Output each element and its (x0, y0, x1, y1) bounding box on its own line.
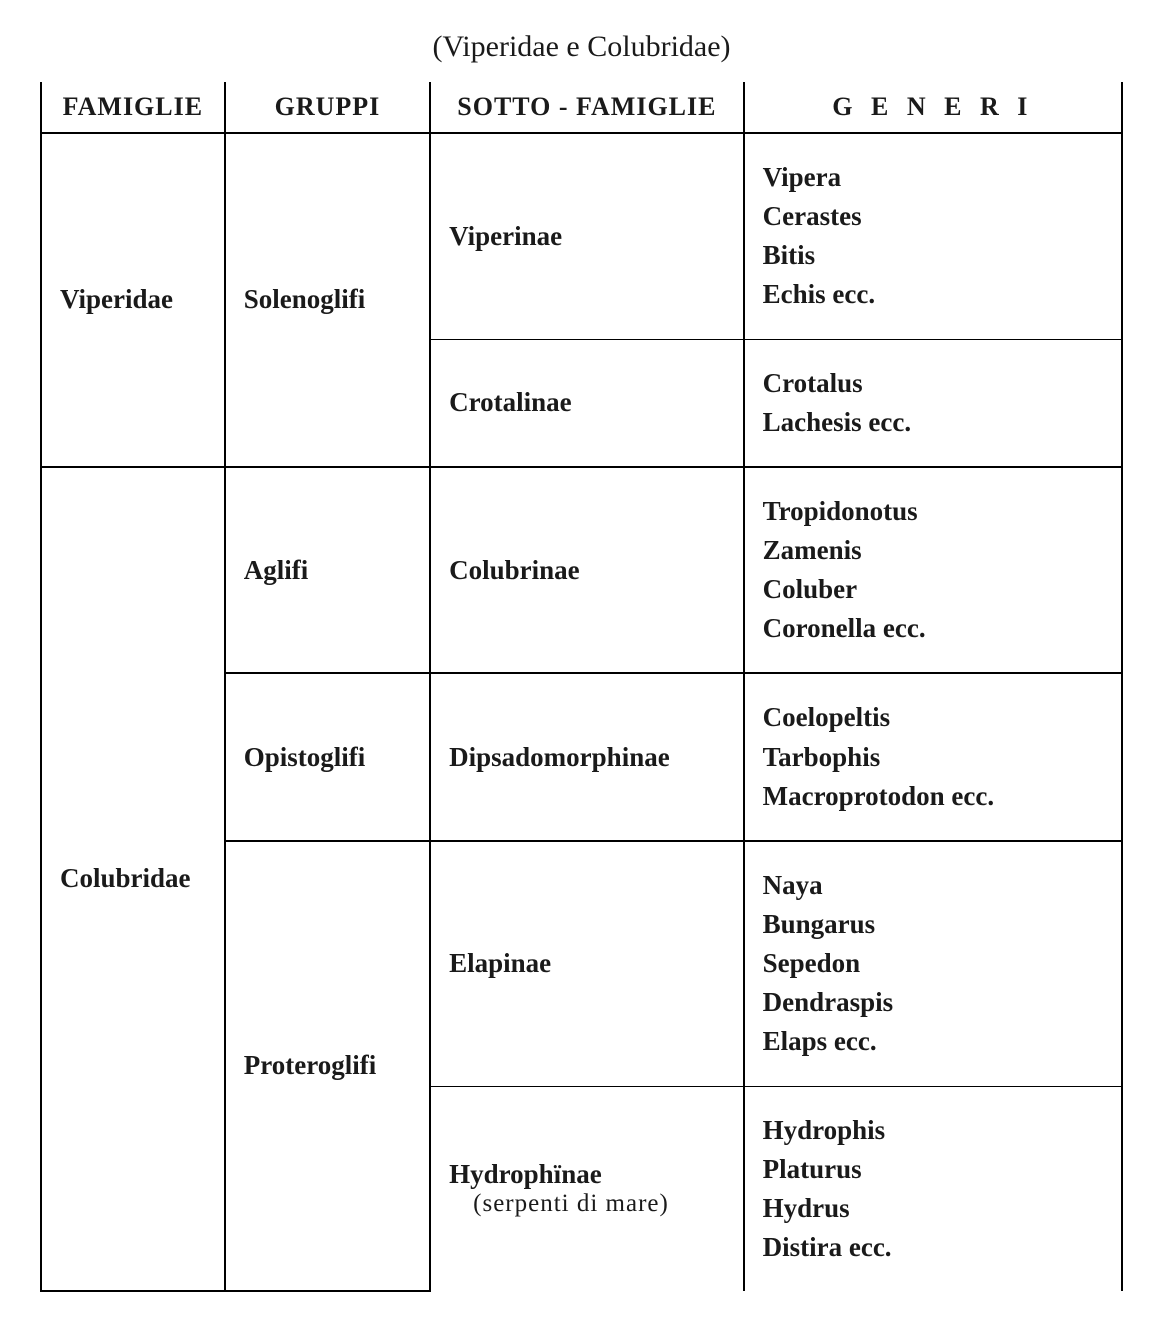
genus-item: Tropidonotus (763, 492, 1103, 531)
genus-item: Hydrus (763, 1189, 1103, 1228)
sotto-famiglia-cell: Elapinae (430, 841, 743, 1086)
genus-item: Lachesis ecc. (763, 403, 1103, 442)
header-famiglie: FAMIGLIE (41, 82, 225, 133)
genus-item: Coelopeltis (763, 698, 1103, 737)
genus-item: Distira ecc. (763, 1228, 1103, 1267)
genus-item: Sepedon (763, 944, 1103, 983)
genus-item: Bungarus (763, 905, 1103, 944)
genus-item: Platurus (763, 1150, 1103, 1189)
genus-item: Coluber (763, 570, 1103, 609)
table-row: ColubridaeAglifiColubrinaeTropidonotusZa… (41, 467, 1122, 674)
genus-item: Hydrophis (763, 1111, 1103, 1150)
generi-cell: HydrophisPlaturusHydrusDistira ecc. (744, 1086, 1122, 1291)
genus-item: Dendraspis (763, 983, 1103, 1022)
genus-item: Macroprotodon ecc. (763, 777, 1103, 816)
sotto-famiglia-name: Viperinae (449, 221, 562, 251)
genus-item: Bitis (763, 236, 1103, 275)
famiglia-cell: Viperidae (41, 133, 225, 467)
genus-item: Tarbophis (763, 738, 1103, 777)
sotto-famiglia-cell: Hydrophïnae(serpenti di mare) (430, 1086, 743, 1291)
header-gruppi: GRUPPI (225, 82, 430, 133)
genus-item: Zamenis (763, 531, 1103, 570)
sotto-famiglia-cell: Viperinae (430, 133, 743, 339)
gruppo-cell: Opistoglifi (225, 673, 430, 840)
generi-cell: TropidonotusZamenisColuberCoronella ecc. (744, 467, 1122, 674)
genus-item: Naya (763, 866, 1103, 905)
genus-item: Coronella ecc. (763, 609, 1103, 648)
page-title: (Viperidae e Colubridae) (40, 30, 1123, 64)
gruppo-cell: Aglifi (225, 467, 430, 674)
genus-item: Crotalus (763, 364, 1103, 403)
table-row: ViperidaeSolenoglifiViperinaeViperaCeras… (41, 133, 1122, 339)
sotto-famiglia-name: Colubrinae (449, 555, 580, 585)
table-header-row: FAMIGLIE GRUPPI SOTTO - FAMIGLIE G E N E… (41, 82, 1122, 133)
sotto-famiglia-note: (serpenti di mare) (449, 1190, 724, 1218)
generi-cell: NayaBungarusSepedonDendraspisElaps ecc. (744, 841, 1122, 1086)
sotto-famiglia-cell: Dipsadomorphinae (430, 673, 743, 840)
generi-cell: CoelopeltisTarbophisMacroprotodon ecc. (744, 673, 1122, 840)
famiglia-cell: Colubridae (41, 467, 225, 1291)
gruppo-cell: Proteroglifi (225, 841, 430, 1291)
generi-cell: ViperaCerastesBitisEchis ecc. (744, 133, 1122, 339)
genus-item: Cerastes (763, 197, 1103, 236)
genus-item: Elaps ecc. (763, 1022, 1103, 1061)
gruppo-cell: Solenoglifi (225, 133, 430, 467)
sotto-famiglia-name: Elapinae (449, 948, 551, 978)
sotto-famiglia-cell: Colubrinae (430, 467, 743, 674)
sotto-famiglia-name: Dipsadomorphinae (449, 742, 670, 772)
sotto-famiglia-name: Hydrophïnae (449, 1159, 602, 1189)
generi-cell: CrotalusLachesis ecc. (744, 339, 1122, 467)
sotto-famiglia-name: Crotalinae (449, 387, 572, 417)
genus-item: Vipera (763, 158, 1103, 197)
taxonomy-table: FAMIGLIE GRUPPI SOTTO - FAMIGLIE G E N E… (40, 82, 1123, 1292)
header-generi: G E N E R I (744, 82, 1122, 133)
genus-item: Echis ecc. (763, 275, 1103, 314)
sotto-famiglia-cell: Crotalinae (430, 339, 743, 467)
header-sotto-famiglie: SOTTO - FAMIGLIE (430, 82, 743, 133)
